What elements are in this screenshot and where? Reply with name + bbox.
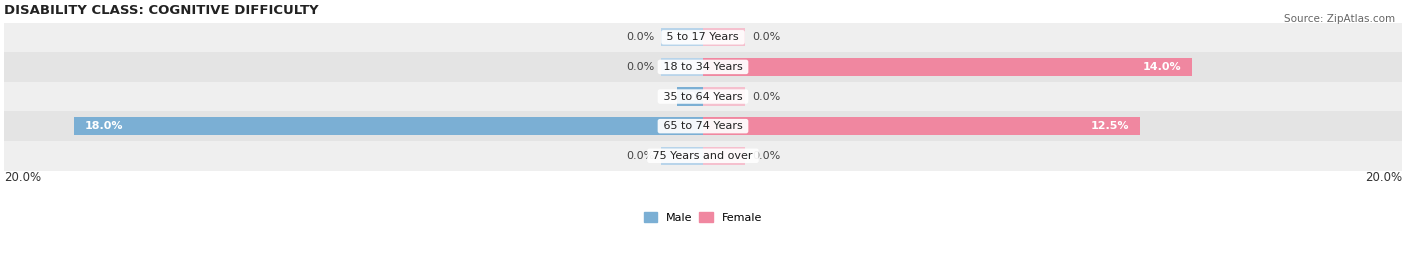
Text: 35 to 64 Years: 35 to 64 Years xyxy=(659,92,747,102)
Text: 18 to 34 Years: 18 to 34 Years xyxy=(659,62,747,72)
Text: Source: ZipAtlas.com: Source: ZipAtlas.com xyxy=(1284,14,1395,23)
Text: 5 to 17 Years: 5 to 17 Years xyxy=(664,32,742,42)
Bar xyxy=(661,147,703,165)
Text: 0.0%: 0.0% xyxy=(626,32,654,42)
Bar xyxy=(703,58,1192,76)
Text: 0.0%: 0.0% xyxy=(752,151,780,161)
Text: 12.5%: 12.5% xyxy=(1091,121,1129,131)
Bar xyxy=(703,28,745,46)
Bar xyxy=(703,117,1140,135)
Bar xyxy=(678,87,703,106)
Text: 65 to 74 Years: 65 to 74 Years xyxy=(659,121,747,131)
Text: 75 Years and over: 75 Years and over xyxy=(650,151,756,161)
Text: 0.0%: 0.0% xyxy=(626,151,654,161)
Text: 14.0%: 14.0% xyxy=(1143,62,1181,72)
Text: 20.0%: 20.0% xyxy=(4,171,41,184)
Bar xyxy=(661,28,703,46)
Bar xyxy=(703,87,745,106)
Text: 20.0%: 20.0% xyxy=(1365,171,1402,184)
Text: 0.74%: 0.74% xyxy=(688,92,727,102)
Text: 0.0%: 0.0% xyxy=(626,62,654,72)
Legend: Male, Female: Male, Female xyxy=(640,208,766,227)
Bar xyxy=(4,52,1402,82)
Text: 0.0%: 0.0% xyxy=(752,92,780,102)
Bar xyxy=(4,22,1402,52)
Bar xyxy=(4,141,1402,171)
Bar xyxy=(4,111,1402,141)
Bar xyxy=(703,147,745,165)
Text: DISABILITY CLASS: COGNITIVE DIFFICULTY: DISABILITY CLASS: COGNITIVE DIFFICULTY xyxy=(4,4,319,17)
Bar xyxy=(661,58,703,76)
Text: 18.0%: 18.0% xyxy=(84,121,124,131)
Bar xyxy=(75,117,703,135)
Text: 0.0%: 0.0% xyxy=(752,32,780,42)
Bar xyxy=(4,82,1402,111)
